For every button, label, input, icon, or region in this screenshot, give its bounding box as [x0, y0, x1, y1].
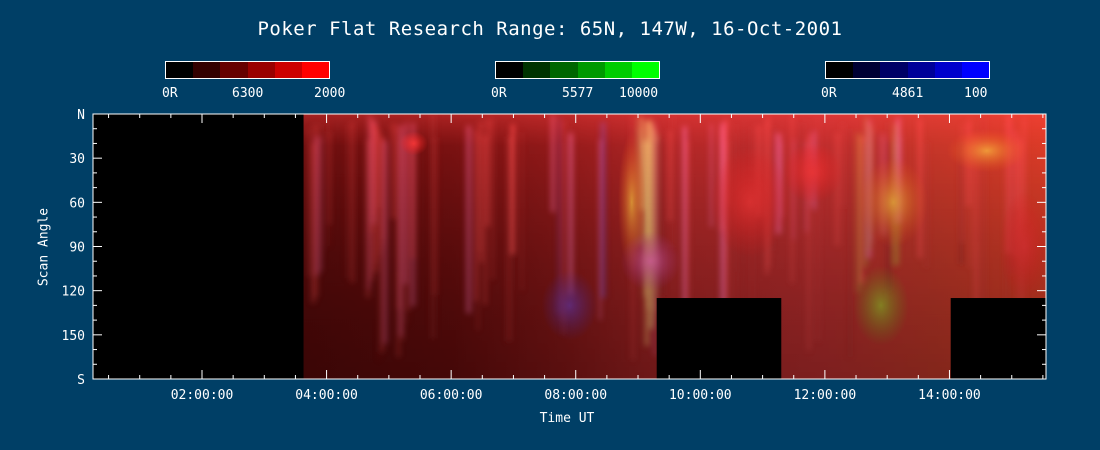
no-data-region: [93, 114, 304, 379]
colorbar-segment: [496, 62, 524, 78]
colorbar-5577-min-label: 0R: [491, 86, 507, 101]
x-tick-label: 10:00:00: [669, 388, 732, 403]
colorbar-6300-min-label: 0R: [162, 86, 178, 101]
colorbar-6300-max-label: 2000: [314, 86, 346, 101]
colorbar-segment: [631, 62, 660, 78]
colorbar-segment: [826, 62, 854, 78]
no-data-region: [950, 298, 1046, 379]
y-tick-label: 90: [69, 241, 85, 256]
colorbar-6300-name-label: 6300: [232, 86, 264, 101]
colorbar-segment: [220, 62, 248, 78]
x-tick-label: 02:00:00: [171, 388, 234, 403]
colorbar-segment: [193, 62, 221, 78]
y-axis-label: Scan Angle: [36, 207, 52, 287]
y-tick-label: 60: [69, 196, 85, 211]
colorbar-segment: [853, 62, 881, 78]
colorbar-4861-name-label: 4861: [892, 86, 924, 101]
x-tick-label: 14:00:00: [918, 388, 981, 403]
no-data-region: [656, 298, 782, 379]
y-tick-label: 150: [62, 329, 85, 344]
colorbar-6300: [165, 61, 330, 79]
colorbar-segment: [274, 62, 302, 78]
colorbar-segment: [166, 62, 194, 78]
colorbar-segment: [247, 62, 275, 78]
x-tick-label: 06:00:00: [420, 388, 483, 403]
colorbar-segment: [961, 62, 990, 78]
colorbar-5577-max-label: 10000: [619, 86, 659, 101]
colorbar-segment: [907, 62, 935, 78]
y-tick-label: 30: [69, 152, 85, 167]
colorbar-segment: [880, 62, 908, 78]
colorbar-segment: [934, 62, 962, 78]
colorbar-4861-min-label: 0R: [821, 86, 837, 101]
colorbar-segment: [550, 62, 578, 78]
y-tick-label: 120: [62, 285, 85, 300]
x-tick-label: 12:00:00: [794, 388, 857, 403]
x-tick-label: 04:00:00: [295, 388, 358, 403]
y-tick-label: S: [77, 373, 85, 388]
colorbar-segment: [577, 62, 605, 78]
x-tick-label: 08:00:00: [544, 388, 607, 403]
chart-title: Poker Flat Research Range: 65N, 147W, 16…: [257, 18, 843, 40]
colorbar-4861: [825, 61, 990, 79]
colorbar-segment: [301, 62, 330, 78]
colorbar-4861-max-label: 100: [964, 86, 988, 101]
x-axis-label: Time UT: [539, 411, 595, 426]
colorbar-segment: [604, 62, 632, 78]
y-tick-label: N: [77, 108, 85, 123]
colorbar-segment: [523, 62, 551, 78]
colorbar-5577: [495, 61, 660, 79]
colorbar-5577-name-label: 5577: [562, 86, 594, 101]
